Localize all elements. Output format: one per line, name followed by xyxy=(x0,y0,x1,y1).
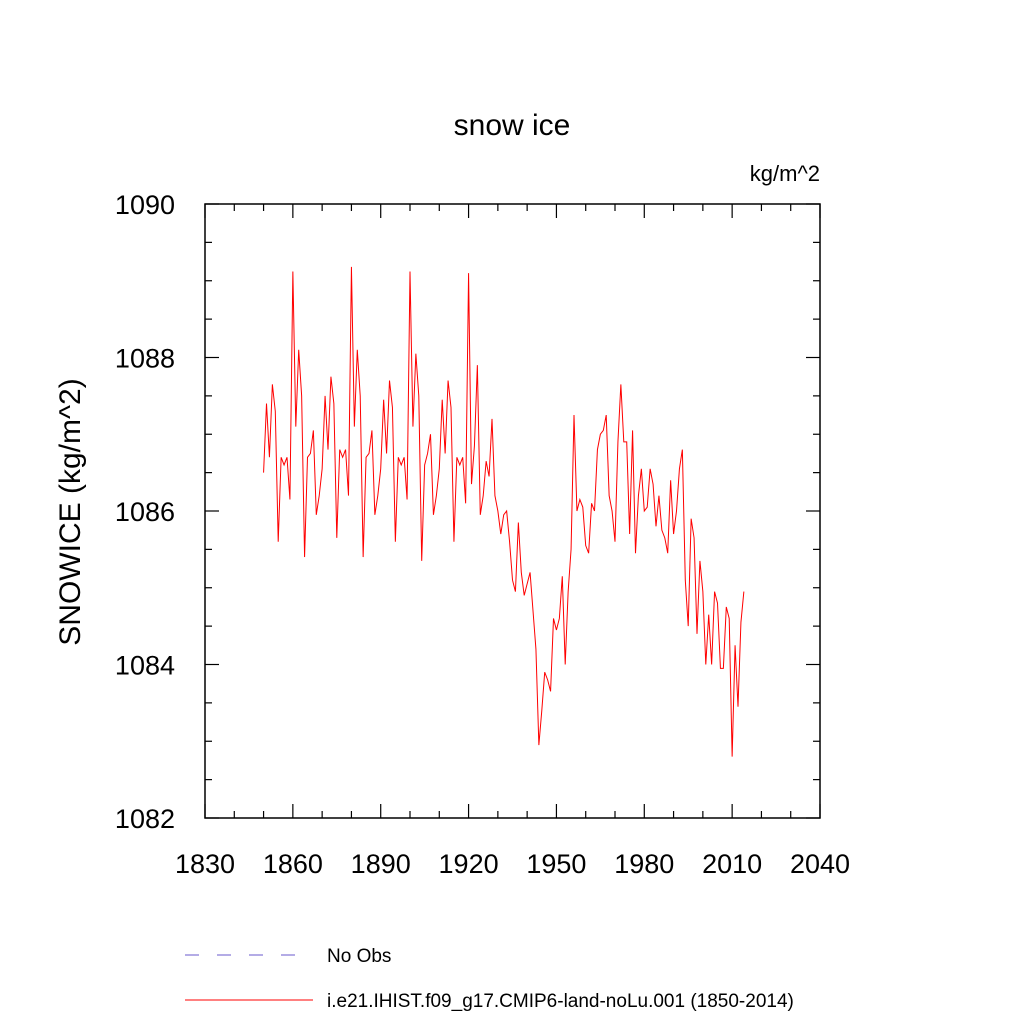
y-tick-label: 1090 xyxy=(115,190,175,220)
plot-frame xyxy=(204,203,821,819)
x-tick-label: 1950 xyxy=(526,849,586,879)
x-tick-label: 1890 xyxy=(351,849,411,879)
y-tick-label: 1086 xyxy=(115,497,175,527)
x-tick-label: 1920 xyxy=(439,849,499,879)
x-tick-label: 1860 xyxy=(263,849,323,879)
y-axis-label: SNOWICE (kg/m^2) xyxy=(54,378,87,645)
x-tick-label: 2010 xyxy=(702,849,762,879)
units-label: kg/m^2 xyxy=(750,161,820,186)
chart-title: snow ice xyxy=(454,109,571,142)
x-tick-label: 2040 xyxy=(790,849,850,879)
legend-label: No Obs xyxy=(327,946,391,967)
y-tick-label: 1082 xyxy=(115,804,175,834)
y-tick-label: 1088 xyxy=(115,344,175,374)
series-line xyxy=(263,266,745,757)
y-tick-label: 1084 xyxy=(115,651,175,681)
legend: No Obs i.e21.IHIST.f09_g17.CMIP6-land-noL… xyxy=(185,946,794,1012)
x-axis: 1830 1860 1890 1920 1950 1980 2010 2040 xyxy=(175,204,850,879)
y-axis: 1082 1084 1086 1088 1090 xyxy=(115,190,820,834)
x-tick-label: 1980 xyxy=(614,849,674,879)
x-tick-label: 1830 xyxy=(175,849,235,879)
legend-label: i.e21.IHIST.f09_g17.CMIP6-land-noLu.001 … xyxy=(327,991,794,1012)
